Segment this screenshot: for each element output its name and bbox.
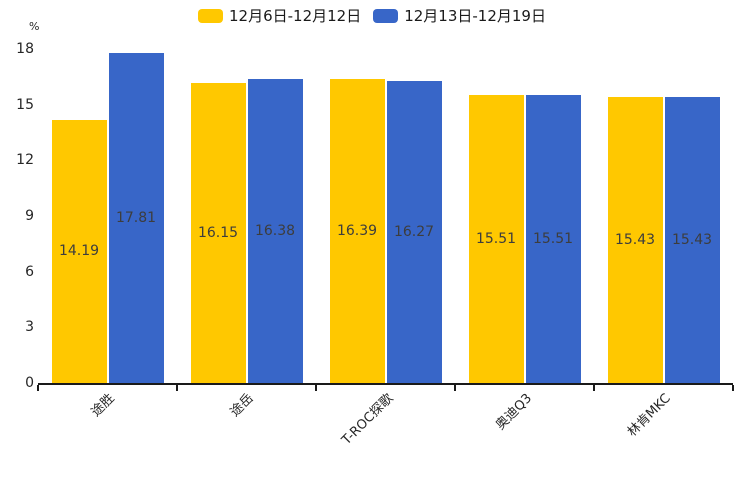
x-axis-category-label: 途胜 (89, 391, 119, 421)
bar-week2: 15.43 (664, 96, 720, 383)
bar-value-label: 15.51 (532, 231, 574, 248)
bar-value-label: 15.51 (475, 231, 517, 248)
bar-value-label: 17.81 (115, 209, 157, 226)
bar-value-label: 15.43 (671, 231, 713, 248)
y-axis-unit-label: % (29, 20, 40, 33)
y-tick-label: 6 (25, 263, 34, 280)
bar-week2: 15.51 (525, 95, 581, 383)
y-tick-label: 3 (25, 319, 34, 336)
x-axis-category-label: T-ROC探歌 (338, 391, 397, 449)
x-axis-tick (454, 385, 456, 391)
x-axis-category-label: 奥迪Q3 (493, 391, 536, 434)
bar-week2: 16.38 (247, 79, 303, 383)
bar-value-label: 16.38 (254, 223, 296, 240)
bar-week1: 15.43 (607, 96, 663, 383)
bar-week2: 16.27 (386, 81, 442, 383)
y-tick-label: 15 (16, 96, 34, 113)
legend-swatch-blue (373, 9, 399, 23)
y-tick-label: 0 (25, 375, 34, 391)
legend-item-week1: 12月6日-12月12日 (198, 7, 361, 25)
x-axis-category-label: 林肯MKC (625, 391, 675, 440)
bar-week1: 16.39 (329, 78, 385, 383)
y-tick-label: 9 (25, 208, 34, 224)
bar-value-label: 14.19 (58, 243, 100, 260)
x-axis-tick (176, 385, 178, 391)
bar-value-label: 16.27 (393, 224, 435, 241)
bar-week1: 15.51 (468, 95, 524, 383)
bar-value-label: 16.15 (197, 225, 239, 242)
bar-week2: 17.81 (108, 52, 164, 383)
x-axis-tick (315, 385, 317, 391)
x-axis-category-label: 途岳 (228, 391, 258, 421)
x-axis-tick (732, 385, 734, 391)
chart-legend: 12月6日-12月12日 12月13日-12月19日 (0, 7, 744, 25)
x-axis-line (38, 383, 733, 385)
bar-value-label: 16.39 (336, 222, 378, 239)
bar-week1: 14.19 (51, 119, 107, 383)
x-axis-tick (37, 385, 39, 391)
bar-value-label: 15.43 (614, 231, 656, 248)
legend-label-week2: 12月13日-12月19日 (404, 7, 546, 25)
y-tick-label: 18 (16, 41, 34, 57)
bar-week1: 16.15 (190, 83, 246, 383)
legend-item-week2: 12月13日-12月19日 (373, 7, 546, 25)
legend-label-week1: 12月6日-12月12日 (229, 7, 362, 25)
legend-swatch-yellow (198, 9, 223, 23)
y-tick-label: 12 (16, 152, 34, 169)
x-axis-tick (593, 385, 595, 391)
